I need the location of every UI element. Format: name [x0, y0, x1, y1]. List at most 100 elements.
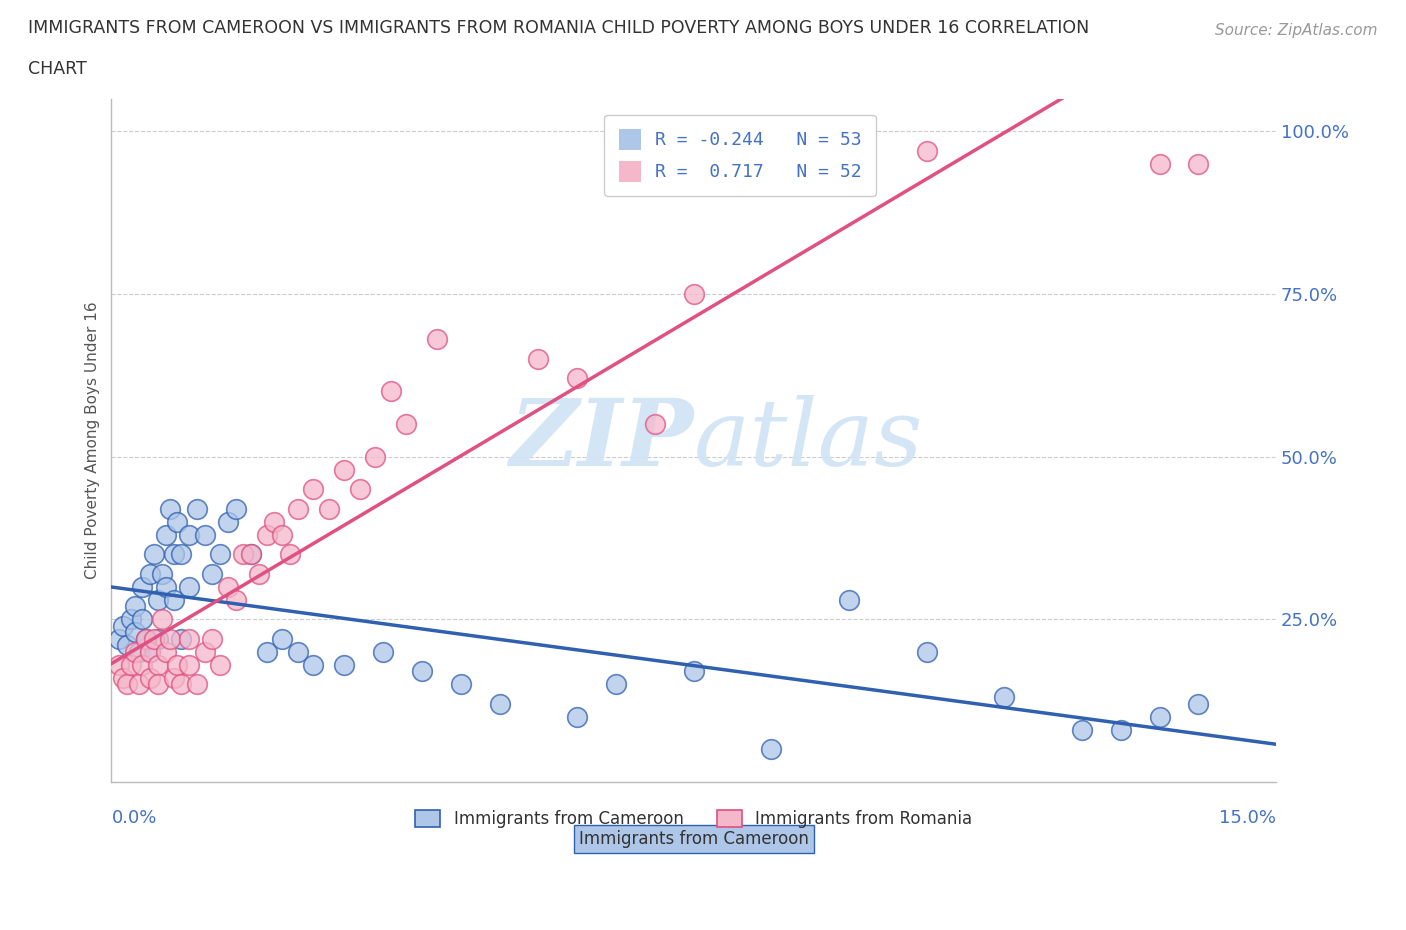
Point [799, 137, 821, 152]
Point [166, 514, 188, 529]
Point [155, 644, 177, 659]
Point [159, 501, 181, 516]
Legend: R = -0.244   N = 53, R =  0.717   N = 52: R = -0.244 N = 53, R = 0.717 N = 52 [605, 114, 876, 196]
Point [1187, 156, 1209, 171]
Point [177, 527, 200, 542]
Point [155, 579, 177, 594]
Point [318, 501, 340, 516]
Point [247, 566, 270, 581]
Text: ZIP: ZIP [509, 395, 693, 485]
Point [380, 384, 402, 399]
Point [139, 644, 162, 659]
Point [915, 644, 938, 659]
Point [302, 482, 325, 497]
Point [139, 566, 162, 581]
Point [139, 644, 162, 659]
Point [112, 618, 135, 633]
Point [682, 664, 704, 679]
Point [115, 638, 138, 653]
Point [256, 527, 278, 542]
Text: 0.0%: 0.0% [111, 809, 157, 827]
Point [287, 501, 309, 516]
Point [146, 592, 169, 607]
Point [278, 547, 301, 562]
Point [135, 631, 157, 646]
Point [128, 677, 150, 692]
Point [112, 671, 135, 685]
Point [682, 286, 704, 301]
Point [567, 710, 589, 724]
Point [155, 527, 177, 542]
Text: Source: ZipAtlas.com: Source: ZipAtlas.com [1215, 23, 1378, 38]
Point [333, 462, 356, 477]
Text: atlas: atlas [693, 395, 924, 485]
Point [761, 742, 783, 757]
Point [177, 579, 200, 594]
Point [721, 176, 744, 191]
Point [271, 631, 294, 646]
Point [128, 644, 150, 659]
Point [217, 514, 239, 529]
Point [139, 671, 162, 685]
Point [146, 631, 169, 646]
Point [217, 579, 239, 594]
Point [108, 658, 131, 672]
Point [124, 625, 146, 640]
Point [131, 579, 153, 594]
Point [1149, 156, 1171, 171]
Point [527, 352, 550, 366]
Point [411, 664, 433, 679]
Point [201, 566, 224, 581]
Point [1109, 723, 1132, 737]
Text: CHART: CHART [28, 60, 87, 78]
Point [131, 612, 153, 627]
Point [644, 417, 666, 432]
Text: Immigrants from Cameroon: Immigrants from Cameroon [579, 830, 808, 847]
Point [115, 677, 138, 692]
Point [120, 658, 142, 672]
Point [993, 690, 1015, 705]
Point [124, 599, 146, 614]
Point [131, 658, 153, 672]
Point [143, 631, 166, 646]
Point [194, 644, 217, 659]
Point [373, 644, 395, 659]
Point [256, 644, 278, 659]
Point [225, 501, 247, 516]
Point [240, 547, 263, 562]
Point [287, 644, 309, 659]
Point [186, 677, 208, 692]
Point [170, 631, 193, 646]
Point [450, 677, 472, 692]
Point [177, 658, 200, 672]
Point [567, 371, 589, 386]
Point [838, 592, 860, 607]
Point [1070, 723, 1092, 737]
Text: IMMIGRANTS FROM CAMEROON VS IMMIGRANTS FROM ROMANIA CHILD POVERTY AMONG BOYS UND: IMMIGRANTS FROM CAMEROON VS IMMIGRANTS F… [28, 19, 1090, 36]
Point [150, 566, 173, 581]
Point [150, 612, 173, 627]
Point [225, 592, 247, 607]
Point [488, 697, 510, 711]
Point [232, 547, 254, 562]
Point [263, 514, 285, 529]
Point [120, 612, 142, 627]
Point [1187, 697, 1209, 711]
Text: 15.0%: 15.0% [1219, 809, 1277, 827]
Y-axis label: Child Poverty Among Boys Under 16: Child Poverty Among Boys Under 16 [86, 301, 100, 579]
Point [1149, 710, 1171, 724]
Point [209, 658, 232, 672]
Point [135, 631, 157, 646]
Point [146, 677, 169, 692]
Point [146, 658, 169, 672]
Point [124, 644, 146, 659]
Point [395, 417, 418, 432]
Point [915, 143, 938, 158]
Point [240, 547, 263, 562]
Point [108, 631, 131, 646]
Point [349, 482, 371, 497]
Point [166, 658, 188, 672]
Point [162, 547, 184, 562]
Point [302, 658, 325, 672]
Point [177, 631, 200, 646]
